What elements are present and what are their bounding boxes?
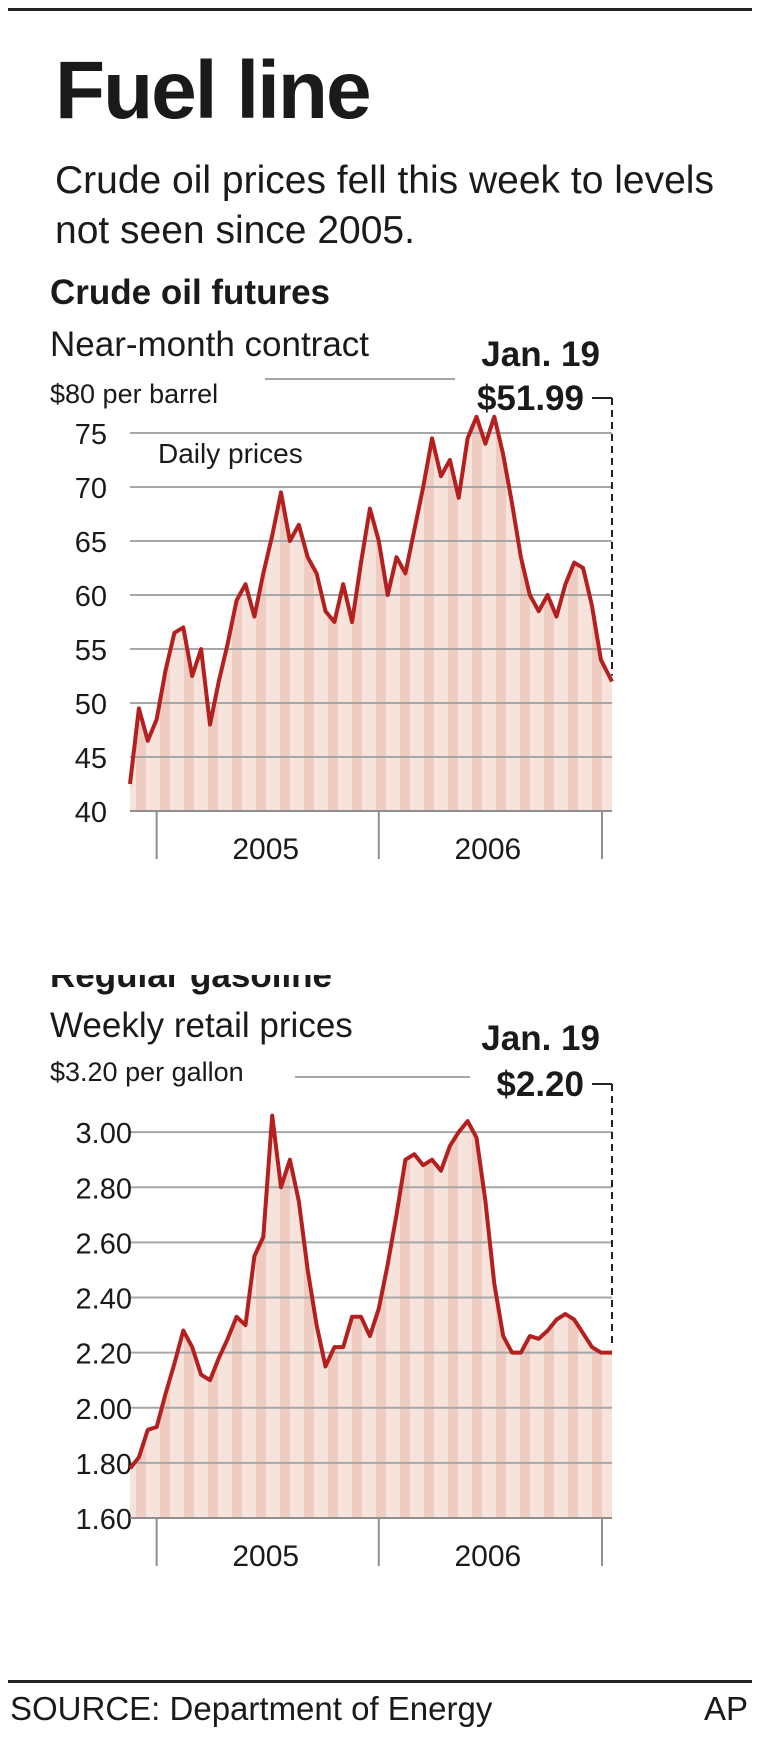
stripe: [160, 1115, 170, 1518]
y-tick-label: 2.20: [76, 1339, 132, 1371]
y-tick-label: 55: [75, 635, 107, 667]
stripe: [592, 1115, 602, 1518]
x-tick-label: 2006: [454, 833, 521, 866]
callout-value: $2.20: [496, 1065, 584, 1104]
x-tick-label: 2005: [232, 833, 299, 866]
stripe: [568, 1115, 578, 1518]
stripe: [496, 1115, 506, 1518]
y-tick-label: 75: [75, 419, 107, 451]
credit-label: AP: [703, 1690, 748, 1727]
stripe: [424, 1115, 434, 1518]
stripe: [160, 416, 170, 811]
stripe: [184, 1115, 194, 1518]
y-tick-label: 2.00: [76, 1394, 132, 1426]
stripe: [352, 416, 362, 811]
y-tick-label: 1.60: [76, 1504, 132, 1536]
stripe: [544, 416, 554, 811]
stripe: [256, 1115, 266, 1518]
headline: Fuel line: [55, 45, 372, 136]
stripe: [400, 1115, 410, 1518]
unit-label: $3.20 per gallon: [50, 1057, 244, 1087]
y-tick-label: 45: [75, 743, 107, 775]
chart-subtitle: Weekly retail prices: [50, 1006, 353, 1045]
crude-oil-chart: Crude oil futures Near-month contract $80 …: [50, 273, 614, 866]
stripe: [304, 416, 314, 811]
stripe: [424, 416, 434, 811]
stripe: [352, 1115, 362, 1518]
stripe: [448, 1115, 458, 1518]
stripe: [136, 416, 146, 811]
series-label: Daily prices: [158, 438, 303, 469]
stripe: [208, 416, 218, 811]
y-tick-label: 40: [75, 797, 107, 829]
y-tick-label: 50: [75, 689, 107, 721]
chart-title: Crude oil futures: [50, 273, 330, 312]
stripe: [328, 416, 338, 811]
y-tick-label: 2.80: [76, 1173, 132, 1205]
stripe: [520, 1115, 530, 1518]
price-line: [128, 1113, 612, 1470]
y-tick-label: 60: [75, 581, 107, 613]
stripe: [520, 416, 530, 811]
y-tick-label: 2.60: [76, 1228, 132, 1260]
callout-date: Jan. 19: [481, 1019, 600, 1058]
stripe: [376, 1115, 386, 1518]
intro-text: Crude oil prices fell this week to level…: [55, 159, 714, 252]
y-tick-label: 70: [75, 473, 107, 505]
bottom-rule: [8, 1680, 752, 1683]
stripe: [280, 416, 290, 811]
y-tick-label: 1.80: [76, 1449, 132, 1481]
callout-date: Jan. 19: [481, 335, 600, 374]
callout-value: $51.99: [477, 379, 584, 418]
stripe: [208, 1115, 218, 1518]
price-line: [128, 414, 614, 785]
stripe: [256, 416, 266, 811]
y-tick-label: 2.40: [76, 1284, 132, 1316]
footer: SOURCE: Department of Energy AP: [8, 1684, 752, 1734]
unit-label: $80 per barrel: [50, 379, 218, 409]
stripe: [304, 1115, 314, 1518]
area-fill: [130, 416, 612, 811]
area-fill: [130, 1115, 612, 1518]
top-rule: [8, 8, 752, 11]
chart-subtitle: Near-month contract: [50, 325, 369, 364]
stripe: [400, 416, 410, 811]
y-tick-label: 3.00: [76, 1118, 132, 1150]
x-tick-label: 2005: [232, 1540, 299, 1573]
y-tick-label: 65: [75, 527, 107, 559]
stripe: [232, 1115, 242, 1518]
stripe: [448, 416, 458, 811]
stripe: [544, 1115, 554, 1518]
stripe: [328, 1115, 338, 1518]
stripe: [184, 416, 194, 811]
stripe: [472, 1115, 482, 1518]
stripe: [280, 1115, 290, 1518]
stripe: [568, 416, 578, 811]
stripe: [592, 416, 602, 811]
source-note: SOURCE: Department of Energy: [10, 1690, 493, 1727]
gasoline-chart: Regular gasoline Weekly retail prices $3.2…: [50, 975, 613, 1573]
chart-title: Regular gasoline: [50, 975, 332, 995]
stripe: [472, 416, 482, 811]
x-tick-label: 2006: [454, 1540, 521, 1573]
stripe: [376, 416, 386, 811]
stripe: [232, 416, 242, 811]
stripe: [496, 416, 506, 811]
